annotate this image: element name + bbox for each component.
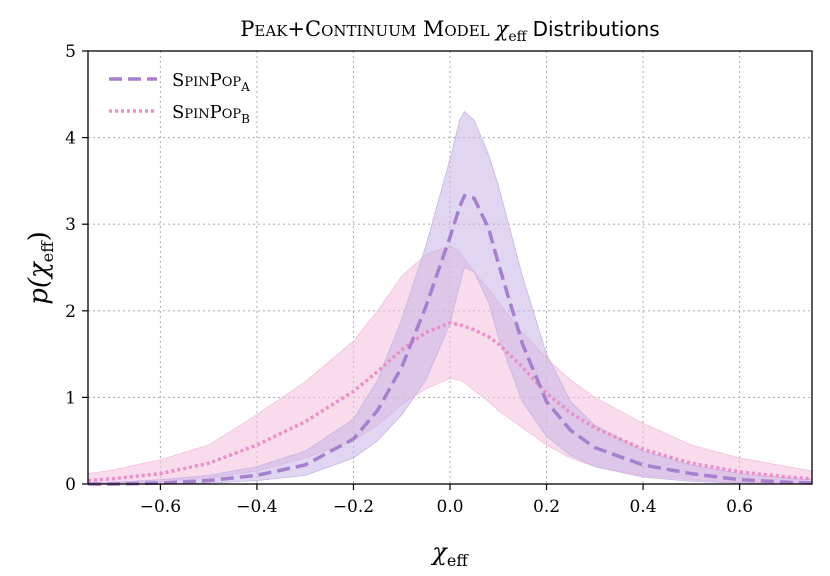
y-tick-label: 2 — [65, 302, 76, 322]
ylabel-prefix: p( — [24, 277, 54, 305]
median-line-a — [88, 193, 813, 486]
xlabel-symbol: χ — [430, 538, 448, 566]
x-tick-label: 0.6 — [726, 497, 753, 517]
xlabel-sub: eff — [447, 551, 469, 570]
legend-entry-a: SpinPopA — [109, 70, 250, 94]
legend-label-a-name: SpinPop — [172, 70, 241, 91]
title-symbol: χ — [494, 17, 510, 41]
median-line-b — [87, 321, 813, 483]
x-tick-label: −0.6 — [140, 497, 181, 517]
legend-label-b: SpinPopB — [172, 102, 250, 126]
legend: SpinPopA SpinPopB — [109, 70, 250, 126]
x-tick-label: 0.0 — [436, 497, 463, 517]
ylabel-symbol: χ — [24, 260, 54, 280]
legend-label-a-sub: A — [240, 80, 250, 94]
y-tick-label: 3 — [65, 215, 76, 235]
y-axis-label: p(χeff) — [24, 231, 57, 305]
legend-label-a: SpinPopA — [172, 70, 250, 94]
y-tick-label: 0 — [65, 475, 76, 495]
x-tick-label: −0.2 — [333, 497, 374, 517]
title-main: Peak+Continuum Model — [240, 17, 489, 41]
x-axis-ticks: −0.6 −0.4 −0.2 0.0 0.2 0.4 0.6 — [140, 484, 753, 517]
x-axis-label: χeff — [430, 538, 469, 570]
y-tick-label: 1 — [65, 388, 76, 408]
ylabel-suffix: ) — [24, 231, 54, 241]
y-axis-ticks: 0 1 2 3 4 5 — [65, 42, 88, 495]
y-tick-label: 5 — [65, 42, 76, 62]
legend-label-b-name: SpinPop — [172, 102, 241, 123]
x-tick-label: 0.2 — [533, 497, 560, 517]
chart-title: Peak+Continuum Model χeff Distributions — [240, 17, 659, 45]
legend-entry-b: SpinPopB — [109, 102, 250, 126]
x-tick-label: 0.4 — [630, 497, 657, 517]
x-tick-label: −0.4 — [236, 497, 277, 517]
y-tick-label: 4 — [65, 129, 76, 149]
median-lines — [87, 193, 813, 486]
title-tail: Distributions — [533, 17, 660, 41]
ylabel-sub: eff — [38, 240, 57, 262]
legend-label-b-sub: B — [241, 112, 250, 126]
title-symbol-sub: eff — [508, 29, 527, 45]
